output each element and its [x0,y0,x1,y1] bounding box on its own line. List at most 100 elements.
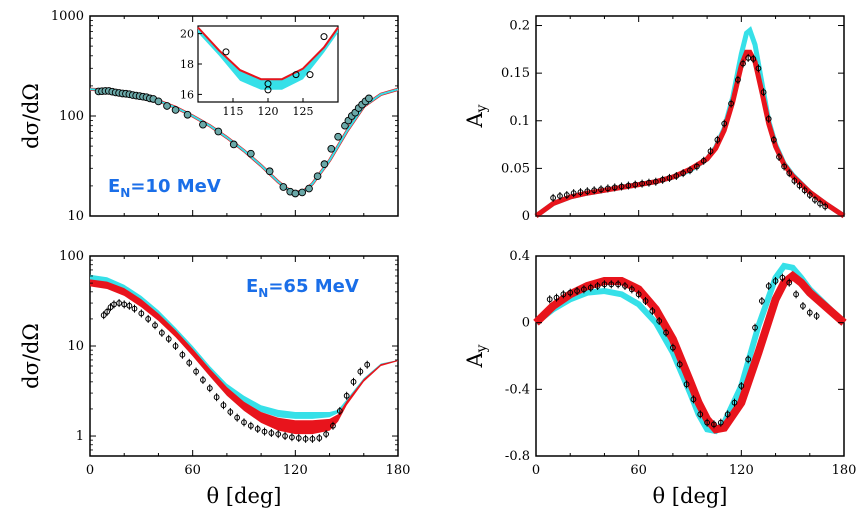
data-point [693,163,700,170]
data-point [131,305,138,312]
data-point [186,359,193,366]
panel-frame [89,255,399,457]
y-tick-label: 0.4 [509,249,530,264]
inset-y-tick-label: 18 [180,58,194,71]
data-point [145,316,152,322]
inset-band-red [197,26,339,81]
y-tick-label: 100 [59,249,84,264]
data-point [770,136,777,143]
data-point [721,120,728,127]
data-point [336,408,343,414]
data-point [261,428,268,435]
data-point [598,186,604,193]
data-point [200,377,206,383]
data-point [728,100,734,107]
data-point [165,335,172,342]
y-tick-label: 100 [59,109,84,124]
x-tick-label: 60 [184,463,201,478]
inset-data-point [264,86,272,94]
data-point [193,368,199,375]
data-point [241,419,247,426]
data-point [121,301,128,308]
data-point [683,381,690,388]
y-tick-label: 0 [522,316,530,331]
data-point [111,301,117,308]
inset-data-point [292,71,300,79]
data-point [615,281,622,288]
data-point [289,434,295,441]
data-point [591,187,598,194]
data-point [622,283,628,289]
data-point [214,127,223,136]
data-point [717,419,724,426]
theory-band-cyan [534,26,846,219]
data-point [652,178,659,185]
data-point [206,385,213,392]
data-point [608,281,615,288]
data-point [601,281,608,288]
data-point [772,278,779,284]
data-point [669,344,676,351]
theory-band-red [90,279,398,435]
data-point [577,189,584,196]
y-tick-label: 0 [522,209,530,224]
data-point [154,97,163,106]
data-point [574,288,580,294]
inset-y-tick-label: 20 [180,28,194,41]
data-point [305,184,313,193]
data-point [279,183,288,191]
y-axis-label: Ay [463,104,490,128]
inset-plot: 115 120 125 16 18 20 [180,25,339,118]
data-point [229,140,238,149]
data-point [594,283,601,289]
data-point [183,110,192,119]
y-axis-label: dσ/dΩ [19,323,43,389]
y-tick-label: 0.2 [509,19,530,34]
data-point [676,361,683,368]
data-point [172,343,179,349]
data-point [309,435,316,442]
data-point [632,181,639,188]
data-point [745,356,752,363]
data-point [786,170,793,177]
data-point [246,149,255,158]
theory-band-red [533,270,847,434]
y-tick-label: 1 [76,429,84,444]
data-point [793,291,799,298]
x-tick-label: 120 [283,463,308,478]
theory-band-red [534,49,846,219]
data-point [104,308,111,315]
data-point [765,115,772,122]
data-point [697,411,704,418]
data-point [291,189,300,198]
data-point [254,426,261,432]
data-point [220,402,227,409]
data-point [822,203,829,210]
data-point [663,329,669,336]
theory-band-cyan [534,262,847,435]
data-point [707,148,714,155]
y-tick-label: 10 [67,339,84,354]
data-point [126,302,133,309]
data-point [649,308,656,314]
inset-data-point [222,48,230,56]
data-point [801,187,808,194]
data-point [618,183,625,190]
x-tick-label: 0 [532,463,540,478]
inset-x-tick-label: 125 [293,105,314,118]
data-point [234,414,241,421]
energy-annotation: EN=65 MeV [246,276,359,300]
data-point [570,190,577,197]
x-tick-label: 180 [832,463,857,478]
data-point [550,195,557,201]
data-point [557,193,563,199]
data-point [364,361,371,368]
panel-bottom-left: 1 10 100 0 60 120 180 dσ/dΩ θ [deg] EN=65 MeV [19,249,410,508]
data-point [213,394,220,401]
inset-x-tick-label: 115 [223,105,244,118]
data-point [796,182,803,189]
data-point [604,185,611,192]
data-point [760,89,767,96]
x-tick-label: 0 [86,463,94,478]
data-point [560,291,567,298]
